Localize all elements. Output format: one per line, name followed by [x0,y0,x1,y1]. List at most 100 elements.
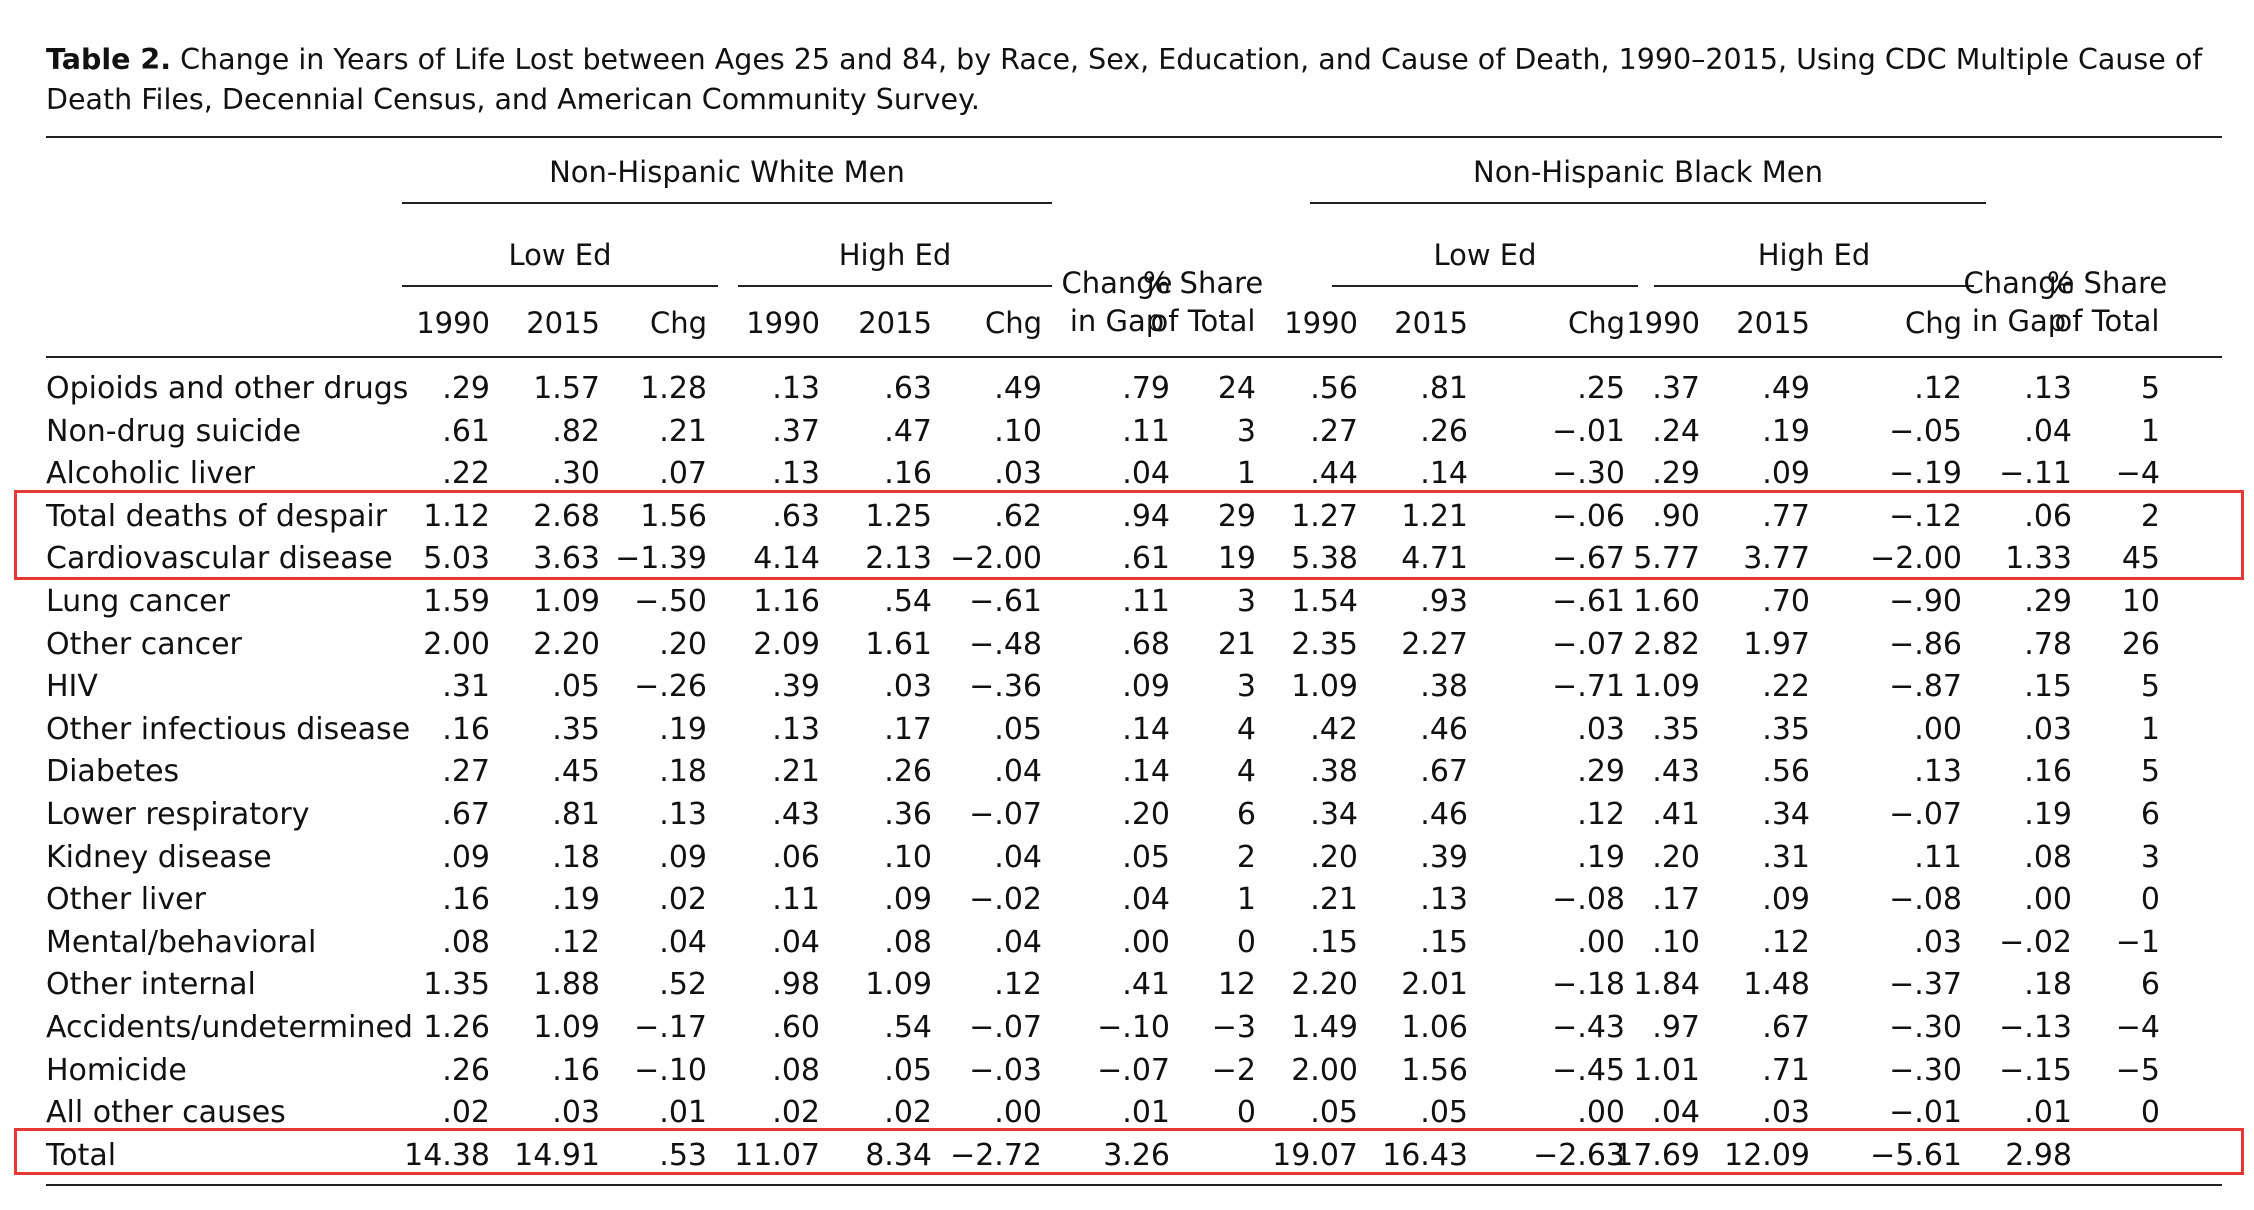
table-cell: .98 [772,967,820,1003]
table-cell: 11.07 [734,1137,820,1173]
table-cell: .01 [659,1095,707,1131]
table-cell: 5.77 [1633,541,1700,577]
table-cell: .15 [2024,669,2072,705]
table-cell: 1 [2140,711,2160,747]
table-cell: 3 [1236,413,1256,449]
table-cell: .21 [1310,882,1358,918]
table-cell: .25 [1577,371,1625,406]
table-cell: 12.09 [1724,1137,1810,1173]
table-cell: 0 [1236,1095,1256,1131]
table-cell: .18 [659,754,707,790]
table-cell: −.67 [1552,541,1625,577]
table-cell: .19 [2024,797,2072,832]
table-cell: 24 [1217,371,1256,406]
table-cell: 6 [2140,967,2160,1003]
table-cell: 4 [1236,711,1256,747]
table-cell: .06 [772,839,820,875]
table-cell: −4 [2115,456,2160,492]
table-cell: .11 [1914,839,1962,875]
table-cell: 1 [2140,413,2160,449]
row-label: Other infectious disease [46,711,411,747]
table-cell: .08 [884,924,932,960]
table-cell: 1.97 [1743,626,1810,662]
table-cell: .31 [442,669,490,705]
row-label: All other causes [46,1095,286,1131]
table-cell: .35 [1762,711,1810,747]
black-men-group-rule [1310,202,1986,204]
table-cell: 19 [1217,541,1256,577]
table-cell: .42 [1310,711,1358,747]
table-cell: 1.09 [1291,669,1358,705]
white-low-ed-rule [402,285,718,287]
table-cell: .35 [1652,711,1700,747]
table-cell: .29 [1652,456,1700,492]
column-header: Chg [1567,306,1625,340]
table-cell: .00 [1577,924,1625,960]
table-cell: 1.56 [1401,1052,1468,1088]
table-cell: .61 [442,413,490,449]
table-cell: 5 [2140,371,2160,406]
table-cell: .02 [442,1095,490,1131]
white-men-group-rule [402,202,1052,204]
table-cell: .16 [442,711,490,747]
table-cell: .63 [884,371,932,406]
table-cell: .01 [2024,1095,2072,1131]
table-cell: .46 [1420,711,1468,747]
table-cell: .13 [772,371,820,406]
table-cell: −.18 [1552,967,1625,1003]
table-cell: .01 [1122,1095,1170,1131]
table-cell: −.08 [1889,882,1962,918]
table-cell: 4.14 [753,541,820,577]
table-cell: 2.00 [423,626,490,662]
table-cell: 1.60 [1633,584,1700,619]
highlight-box-despair-cardiovascular [14,490,2244,580]
table-cell: 5.03 [423,541,490,577]
table-cell: .16 [442,882,490,918]
column-header: % Share of Total [1142,266,1264,338]
table-cell: .02 [659,882,707,918]
table-cell: .19 [1577,839,1625,875]
table-cell: .27 [442,754,490,790]
table-cell: 1.84 [1633,967,1700,1003]
row-label: Cardiovascular disease [46,541,393,577]
table-cell: .56 [1310,371,1358,406]
table-cell: .13 [772,711,820,747]
column-header: % Share of Total [2046,266,2168,338]
table-cell: .81 [552,797,600,832]
subgroup-header-black-high-ed: High Ed [1757,238,1871,272]
table-cell: .94 [1122,498,1170,534]
table-cell: .63 [772,498,820,534]
table-cell: .08 [772,1052,820,1088]
table-cell: .04 [994,924,1042,960]
table-cell: −.30 [1889,1010,1962,1045]
table-cell: .18 [552,839,600,875]
column-header: 2015 [858,306,932,340]
table-caption: Table 2. Change in Years of Life Lost be… [46,40,2226,120]
table-cell: .13 [1420,882,1468,918]
caption-text: Change in Years of Life Lost between Age… [46,43,2203,116]
row-label: Lower respiratory [46,797,310,832]
table-cell: .20 [659,626,707,662]
table-cell: −.30 [1889,1052,1962,1088]
row-label: HIV [46,669,98,705]
table-cell: .62 [994,498,1042,534]
table-cell: .52 [659,967,707,1003]
table-cell: .29 [2024,584,2072,619]
table-cell: .11 [1122,413,1170,449]
table-cell: −.48 [969,626,1042,662]
table-cell: .13 [772,456,820,492]
header-bottom-rule [46,356,2222,358]
table-cell: .03 [552,1095,600,1131]
table-cell: 2.20 [533,626,600,662]
table-cell: .03 [1762,1095,1810,1131]
table-cell: 14.91 [514,1137,600,1173]
table-cell: −.71 [1552,669,1625,705]
table-cell: .61 [1122,541,1170,577]
table-cell: 1.54 [1291,584,1358,619]
table-cell: 1.09 [533,1010,600,1045]
table-cell: 10 [2121,584,2160,619]
top-rule [46,136,2222,138]
table-cell: 3.63 [533,541,600,577]
table-cell: −.36 [969,669,1042,705]
column-header: 2015 [526,306,600,340]
